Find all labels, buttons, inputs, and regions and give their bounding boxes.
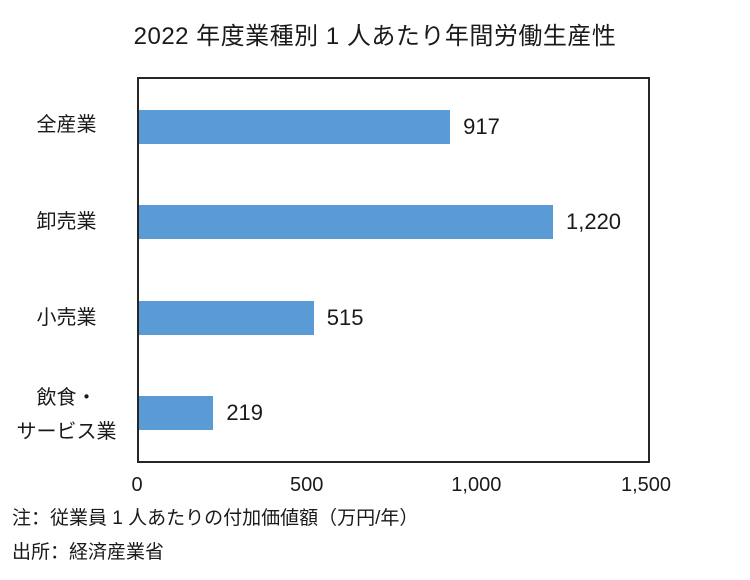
bar <box>139 300 314 335</box>
bar-row: 1,220 <box>139 175 648 271</box>
bar <box>139 396 214 431</box>
x-tick-label: 0 <box>131 474 143 496</box>
category-axis: 全産業卸売業小売業飲食・ サービス業 <box>0 77 133 463</box>
category-label: 小売業 <box>36 307 97 330</box>
x-axis: 0 500 1,000 1,500 <box>131 474 671 502</box>
bar <box>139 205 553 240</box>
bar-value-label: 219 <box>226 400 264 426</box>
bar-value-label: 1,220 <box>565 209 622 235</box>
category-label: 卸売業 <box>36 210 97 233</box>
category-label: 全産業 <box>36 114 97 137</box>
plot-area: 917 1,220 515 219 <box>137 77 650 463</box>
bar-row: 515 <box>139 270 648 366</box>
category-label: 飲食・ サービス業 <box>16 386 117 443</box>
x-tick-label: 1,000 <box>451 474 502 496</box>
footnotes: 注：従業員 1 人あたりの付加価値額（万円/年） 出所：経済産業省 <box>12 502 418 570</box>
x-tick-label: 1,500 <box>620 474 672 496</box>
bar-value-label: 515 <box>326 304 364 330</box>
bar <box>139 109 451 144</box>
bar-value-label: 917 <box>463 113 500 139</box>
source-line: 出所：経済産業省 <box>12 542 165 563</box>
x-tick-label: 500 <box>289 474 324 496</box>
bar-row: 219 <box>139 366 648 462</box>
chart-title: 2022 年度業種別 1 人あたり年間労働生産性 <box>133 23 617 50</box>
note-line: 注：従業員 1 人あたりの付加価値額（万円/年） <box>12 508 419 529</box>
bar-row: 917 <box>139 79 648 175</box>
